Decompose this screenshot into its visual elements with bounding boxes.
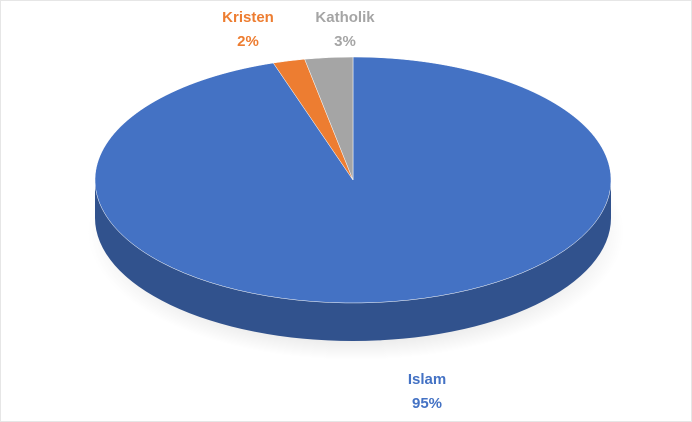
slice-side <box>95 180 611 341</box>
category-label: Kristen <box>222 9 274 26</box>
category-label: Islam <box>408 371 446 388</box>
value-label: 2% <box>237 33 259 50</box>
category-label: Katholik <box>315 9 375 26</box>
value-label: 95% <box>412 395 442 412</box>
value-label: 3% <box>334 33 356 50</box>
slice <box>304 56 354 181</box>
